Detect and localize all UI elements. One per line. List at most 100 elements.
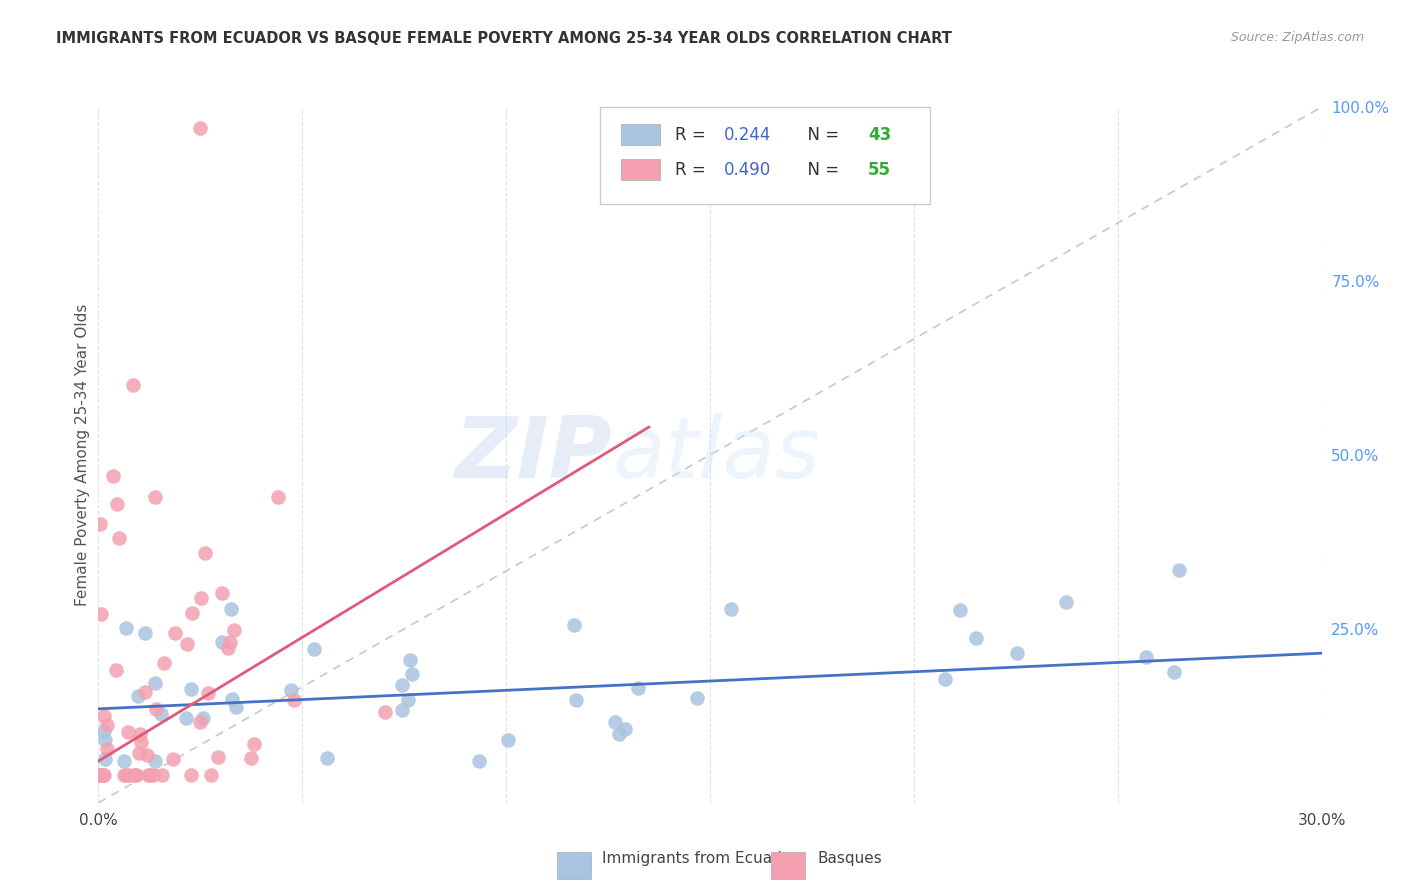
Point — [163, 625, 186, 640]
Point — [115, 768, 138, 782]
Point — [128, 727, 150, 741]
Point — [107, 532, 129, 546]
Point — [240, 751, 263, 765]
Point — [118, 768, 141, 782]
Point — [398, 652, 420, 666]
Point — [96, 718, 118, 732]
Point — [315, 751, 337, 765]
Text: R =: R = — [675, 161, 710, 178]
Point — [468, 754, 491, 768]
Point — [496, 733, 519, 747]
Text: 0.244: 0.244 — [724, 126, 770, 144]
Point — [221, 691, 243, 706]
Point — [391, 678, 413, 692]
Point — [391, 703, 413, 717]
Point — [89, 768, 111, 782]
Point — [627, 681, 650, 696]
Point — [134, 626, 156, 640]
Point — [222, 624, 245, 638]
Point — [949, 602, 972, 616]
Text: 0.490: 0.490 — [724, 161, 770, 178]
Point — [200, 768, 222, 782]
FancyBboxPatch shape — [620, 159, 659, 180]
Point — [211, 586, 233, 600]
Point — [207, 750, 229, 764]
Point — [181, 606, 204, 620]
Point — [129, 734, 152, 748]
Point — [139, 768, 162, 782]
Text: Immigrants from Ecuador: Immigrants from Ecuador — [602, 851, 799, 866]
Point — [89, 768, 111, 782]
Point — [93, 723, 115, 738]
Point — [193, 711, 215, 725]
Point — [280, 682, 302, 697]
FancyBboxPatch shape — [620, 124, 659, 145]
Point — [89, 517, 111, 532]
Point — [217, 641, 239, 656]
Point — [93, 709, 115, 723]
Point — [720, 602, 742, 616]
Point — [1005, 646, 1028, 660]
Point — [143, 490, 166, 504]
Point — [122, 378, 145, 392]
Point — [117, 725, 139, 739]
Point — [90, 607, 112, 621]
Point — [101, 468, 124, 483]
Point — [125, 768, 148, 782]
Point — [180, 681, 202, 696]
Point — [302, 642, 325, 657]
Point — [211, 635, 233, 649]
Text: 43: 43 — [868, 126, 891, 144]
Point — [180, 768, 202, 782]
Point — [93, 768, 115, 782]
Y-axis label: Female Poverty Among 25-34 Year Olds: Female Poverty Among 25-34 Year Olds — [75, 304, 90, 606]
Point — [267, 490, 290, 504]
Point — [112, 768, 135, 782]
Point — [143, 675, 166, 690]
Point — [135, 748, 157, 763]
Point — [134, 685, 156, 699]
Text: Basques: Basques — [818, 851, 883, 866]
Text: N =: N = — [797, 161, 844, 178]
Point — [176, 637, 198, 651]
Text: atlas: atlas — [612, 413, 820, 497]
Point — [91, 768, 114, 782]
Point — [565, 692, 588, 706]
Point — [174, 711, 197, 725]
FancyBboxPatch shape — [600, 107, 931, 204]
Point — [225, 699, 247, 714]
Point — [188, 120, 212, 135]
Text: IMMIGRANTS FROM ECUADOR VS BASQUE FEMALE POVERTY AMONG 25-34 YEAR OLDS CORRELATI: IMMIGRANTS FROM ECUADOR VS BASQUE FEMALE… — [56, 31, 952, 46]
Point — [125, 768, 148, 782]
Point — [91, 768, 114, 782]
Text: N =: N = — [797, 126, 844, 144]
Point — [396, 693, 419, 707]
Point — [283, 693, 305, 707]
Point — [243, 737, 266, 751]
Point — [934, 672, 956, 686]
Point — [965, 632, 987, 646]
Point — [1163, 665, 1185, 679]
Point — [143, 754, 166, 768]
Point — [115, 621, 138, 635]
Point — [150, 768, 173, 782]
Point — [188, 715, 211, 730]
Point — [105, 497, 128, 511]
Point — [401, 666, 423, 681]
Point — [1167, 563, 1189, 577]
Text: ZIP: ZIP — [454, 413, 612, 497]
Point — [93, 733, 115, 747]
Text: Source: ZipAtlas.com: Source: ZipAtlas.com — [1230, 31, 1364, 45]
Point — [197, 686, 219, 700]
Point — [150, 706, 173, 721]
Point — [94, 752, 117, 766]
Point — [128, 746, 150, 760]
Point — [162, 752, 184, 766]
Point — [605, 715, 627, 730]
Point — [1054, 595, 1077, 609]
Point — [613, 722, 636, 736]
Text: 55: 55 — [868, 161, 891, 178]
Point — [194, 546, 217, 560]
FancyBboxPatch shape — [557, 852, 592, 880]
Point — [127, 689, 149, 703]
